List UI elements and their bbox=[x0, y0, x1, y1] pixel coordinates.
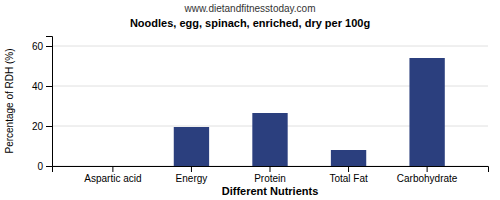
bar bbox=[331, 150, 366, 166]
y-tick: 60 bbox=[32, 41, 52, 52]
bars bbox=[174, 58, 445, 166]
x-tick: Energy bbox=[176, 166, 208, 184]
y-axis-line bbox=[46, 37, 53, 167]
subtitle: www.dietandfitnesstoday.com bbox=[184, 3, 316, 14]
bar bbox=[174, 127, 209, 166]
plot-area: 0 20 40 60 Aspartic acid Energy Protein Total F… bbox=[32, 37, 489, 185]
x-tick-label: Energy bbox=[176, 173, 208, 184]
x-tick: Total Fat bbox=[329, 166, 368, 184]
x-tick-mark bbox=[348, 166, 349, 172]
y-tick: 0 bbox=[37, 161, 52, 172]
grid bbox=[52, 46, 488, 166]
y-tick-mark bbox=[46, 46, 52, 47]
y-tick-mark bbox=[46, 126, 52, 127]
x-tick-mark bbox=[191, 166, 192, 172]
y-tick: 20 bbox=[32, 121, 52, 132]
x-tick-label: Carbohydrate bbox=[397, 173, 458, 184]
x-tick-label: Protein bbox=[254, 173, 286, 184]
chart-container: www.dietandfitnesstoday.com Noodles, egg,… bbox=[0, 0, 500, 200]
bar bbox=[95, 166, 130, 167]
y-tick-label: 0 bbox=[37, 161, 43, 172]
x-axis-line bbox=[53, 167, 489, 173]
title: Noodles, egg, spinach, enriched, dry per… bbox=[130, 17, 370, 29]
bar bbox=[409, 58, 444, 166]
x-axis-title: Different Nutrients bbox=[222, 185, 319, 197]
y-axis: 0 20 40 60 bbox=[32, 37, 53, 172]
x-tick-label: Total Fat bbox=[329, 173, 368, 184]
y-tick-label: 20 bbox=[32, 121, 44, 132]
chart-svg: www.dietandfitnesstoday.com Noodles, egg,… bbox=[0, 0, 500, 200]
x-tick-mark bbox=[270, 166, 271, 172]
y-axis-title: Percentage of RDH (%) bbox=[4, 48, 15, 153]
y-tick-mark bbox=[46, 86, 52, 87]
x-tick-mark bbox=[427, 166, 428, 172]
bar bbox=[252, 113, 287, 166]
y-tick-mark bbox=[46, 166, 52, 167]
x-tick: Carbohydrate bbox=[397, 166, 458, 184]
x-tick: Protein bbox=[254, 166, 286, 184]
x-tick-label: Aspartic acid bbox=[84, 173, 141, 184]
y-tick-label: 60 bbox=[32, 41, 44, 52]
x-tick-mark bbox=[112, 166, 113, 172]
x-axis: Aspartic acid Energy Protein Total Fat Carbo… bbox=[53, 166, 489, 184]
y-tick: 40 bbox=[32, 81, 52, 92]
grid-line bbox=[52, 46, 488, 47]
x-tick: Aspartic acid bbox=[84, 166, 141, 184]
y-tick-label: 40 bbox=[32, 81, 44, 92]
